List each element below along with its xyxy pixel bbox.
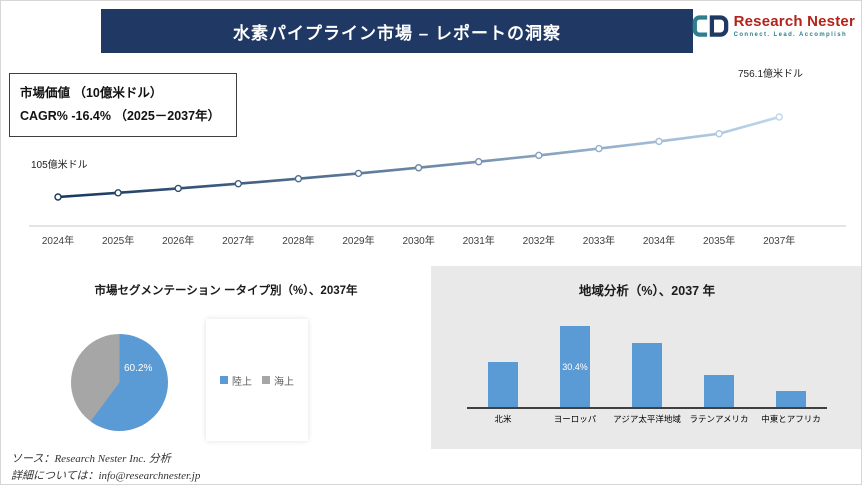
bar-category-label: アジア太平洋地域	[613, 414, 681, 424]
bar	[488, 362, 518, 407]
market-value-label: 市場価値 （10億米ドル）	[20, 86, 163, 100]
end-value-label: 756.1億米ドル	[738, 69, 804, 80]
x-axis-label: 2025年	[101, 236, 135, 247]
bar	[704, 375, 734, 407]
research-nester-logo-icon	[692, 15, 728, 37]
data-point-marker	[234, 180, 243, 188]
data-point-marker	[475, 158, 483, 166]
pie-legend: 陸上 海上	[206, 319, 308, 441]
brand-text: Research Nester Connect. Lead. Accomplis…	[734, 13, 855, 38]
pie-data-label: 60.2%	[124, 363, 153, 374]
brand-name: Research Nester	[733, 13, 855, 30]
legend-label: 海上	[274, 376, 294, 388]
x-axis-label: 2034年	[642, 236, 676, 247]
x-axis-label: 2037年	[763, 236, 796, 247]
bar-column	[755, 391, 827, 407]
page-title: 水素パイプライン市場 – レポートの洞察	[233, 23, 561, 43]
data-point-marker	[174, 184, 182, 193]
data-point-marker	[414, 164, 423, 172]
brand-tagline: Connect. Lead. Accomplish	[733, 32, 848, 38]
data-point-marker	[655, 137, 663, 146]
x-axis-label: 2030年	[402, 236, 435, 247]
data-point-marker	[595, 144, 603, 153]
legend-item: 陸上	[220, 373, 252, 388]
data-point-marker	[775, 113, 783, 121]
legend-swatch	[220, 376, 228, 384]
bar	[776, 391, 806, 407]
cagr-label: CAGR% -16.4% （2025－2037年）	[20, 108, 221, 123]
bar-category-label: ヨーロッパ	[553, 414, 597, 424]
source-footer: ソース：Research Nester Inc. 分析 詳細については：info…	[11, 451, 200, 484]
x-axis-label: 2028年	[282, 236, 315, 247]
regional-chart-title: 地域分析（%）、2037 年	[578, 284, 716, 298]
legend-label: 陸上	[232, 376, 252, 388]
bar-column: 30.4%	[539, 326, 611, 407]
bar-category-label: ラテンアメリカ	[689, 414, 749, 424]
start-value-label: 105億米ドル	[31, 160, 88, 171]
segmentation-chart-title: 市場セグメンテーション ータイプ別（%）、2037年	[94, 285, 358, 297]
x-axis-label: 2035年	[702, 236, 736, 247]
brand-logo: Research Nester Connect. Lead. Accomplis…	[691, 13, 855, 41]
x-axis-label: 2033年	[582, 236, 616, 247]
legend-swatch	[262, 376, 270, 384]
data-point-marker	[294, 174, 303, 183]
regional-bar-chart: 30.4% 北米 ヨーロッパ アジア太平洋地域 ラテンアメリカ 中東とアフリカ	[467, 322, 827, 425]
x-axis-label: 2024年	[41, 236, 75, 247]
x-axis-label: 2029年	[342, 236, 375, 247]
bar-column	[611, 343, 683, 407]
x-axis-label: 2026年	[162, 236, 195, 247]
report-title-banner: 水素パイプライン市場 – レポートの洞察	[101, 9, 693, 53]
bar-data-label: 30.4%	[562, 361, 588, 372]
line-chart-x-axis: 2024年 2025年 2026年 2027年 2028年 2029年 2030年 2031年…	[1, 232, 861, 247]
market-value-cagr-box: 市場価値 （10億米ドル） CAGR% -16.4% （2025－2037年）	[9, 73, 238, 137]
segmentation-pie-chart	[71, 334, 168, 431]
bar: 30.4%	[560, 326, 590, 407]
bar-category-axis: 北米 ヨーロッパ アジア太平洋地域 ラテンアメリカ 中東とアフリカ	[467, 413, 827, 425]
legend-item: 海上	[262, 373, 294, 388]
bar-category-label: 中東とアフリカ	[761, 414, 821, 424]
bar-series: 30.4%	[467, 322, 827, 409]
bar	[632, 343, 662, 407]
data-point-marker	[54, 193, 62, 201]
data-point-marker	[715, 130, 723, 138]
bar-column	[467, 362, 539, 407]
market-value-line-chart	[29, 113, 846, 227]
data-point-marker	[114, 189, 122, 197]
source-line: ソース：Research Nester Inc. 分析	[11, 453, 171, 465]
regional-analysis-panel: 地域分析（%）、2037 年 30.4% 北米 ヨーロッパ アジア太平洋地域 ラテンア…	[431, 266, 861, 449]
bar-category-label: 北米	[494, 414, 512, 424]
bar-column	[683, 375, 755, 407]
x-axis-label: 2031年	[462, 236, 495, 247]
contact-line: 詳細については：info@researchnester.jp	[11, 469, 201, 482]
data-point-marker	[354, 169, 363, 178]
x-axis-label: 2027年	[222, 236, 255, 247]
data-point-marker	[535, 151, 543, 160]
x-axis-label: 2032年	[522, 236, 555, 247]
